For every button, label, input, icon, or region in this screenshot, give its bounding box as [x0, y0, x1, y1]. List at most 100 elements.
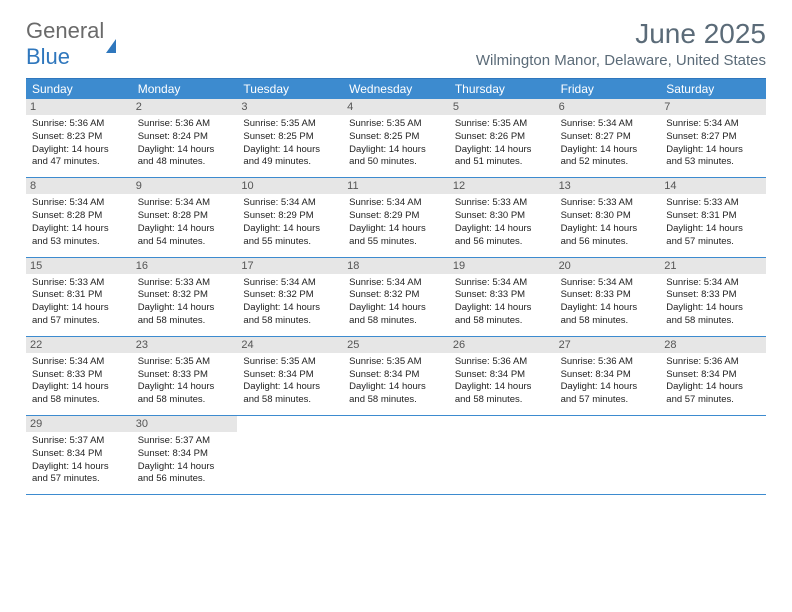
- sunrise-line: Sunrise: 5:36 AM: [666, 356, 760, 369]
- day-number: 3: [237, 99, 343, 115]
- day-number: 30: [132, 416, 238, 432]
- sunrise-line: Sunrise: 5:35 AM: [138, 356, 232, 369]
- daylight-line: Daylight: 14 hours and 58 minutes.: [666, 302, 760, 328]
- sunrise-line: Sunrise: 5:35 AM: [243, 118, 337, 131]
- day-number: 26: [449, 337, 555, 353]
- day-number: 28: [660, 337, 766, 353]
- daylight-line: Daylight: 14 hours and 57 minutes.: [561, 381, 655, 407]
- day-cell: 24Sunrise: 5:35 AMSunset: 8:34 PMDayligh…: [237, 337, 343, 415]
- weekday-header: Wednesday: [343, 79, 449, 99]
- day-cell: 11Sunrise: 5:34 AMSunset: 8:29 PMDayligh…: [343, 178, 449, 256]
- day-number: 1: [26, 99, 132, 115]
- sunrise-line: Sunrise: 5:34 AM: [666, 118, 760, 131]
- sunrise-line: Sunrise: 5:33 AM: [666, 197, 760, 210]
- header: General Blue June 2025 Wilmington Manor,…: [26, 18, 766, 70]
- daylight-line: Daylight: 14 hours and 48 minutes.: [138, 144, 232, 170]
- day-cell-empty: [237, 416, 343, 494]
- sunrise-line: Sunrise: 5:34 AM: [32, 197, 126, 210]
- daylight-line: Daylight: 14 hours and 58 minutes.: [138, 302, 232, 328]
- sunset-line: Sunset: 8:34 PM: [561, 369, 655, 382]
- logo-text-blue: Blue: [26, 44, 70, 70]
- title-block: June 2025 Wilmington Manor, Delaware, Un…: [476, 18, 766, 69]
- day-cell: 4Sunrise: 5:35 AMSunset: 8:25 PMDaylight…: [343, 99, 449, 177]
- logo-text: General Blue: [26, 18, 116, 70]
- day-number: 17: [237, 258, 343, 274]
- daylight-line: Daylight: 14 hours and 54 minutes.: [138, 223, 232, 249]
- day-cell: 18Sunrise: 5:34 AMSunset: 8:32 PMDayligh…: [343, 258, 449, 336]
- sunrise-line: Sunrise: 5:36 AM: [561, 356, 655, 369]
- day-cell: 7Sunrise: 5:34 AMSunset: 8:27 PMDaylight…: [660, 99, 766, 177]
- daylight-line: Daylight: 14 hours and 57 minutes.: [666, 381, 760, 407]
- sunset-line: Sunset: 8:27 PM: [666, 131, 760, 144]
- sunset-line: Sunset: 8:34 PM: [243, 369, 337, 382]
- day-cell-empty: [449, 416, 555, 494]
- day-number: 27: [555, 337, 661, 353]
- sunset-line: Sunset: 8:28 PM: [32, 210, 126, 223]
- sunset-line: Sunset: 8:33 PM: [138, 369, 232, 382]
- sunrise-line: Sunrise: 5:35 AM: [349, 118, 443, 131]
- sunset-line: Sunset: 8:23 PM: [32, 131, 126, 144]
- daylight-line: Daylight: 14 hours and 55 minutes.: [243, 223, 337, 249]
- day-cell: 5Sunrise: 5:35 AMSunset: 8:26 PMDaylight…: [449, 99, 555, 177]
- daylight-line: Daylight: 14 hours and 52 minutes.: [561, 144, 655, 170]
- daylight-line: Daylight: 14 hours and 51 minutes.: [455, 144, 549, 170]
- day-cell-empty: [555, 416, 661, 494]
- title-month: June 2025: [476, 18, 766, 50]
- day-number: 16: [132, 258, 238, 274]
- daylight-line: Daylight: 14 hours and 58 minutes.: [243, 381, 337, 407]
- day-cell: 17Sunrise: 5:34 AMSunset: 8:32 PMDayligh…: [237, 258, 343, 336]
- day-number: 4: [343, 99, 449, 115]
- sunrise-line: Sunrise: 5:33 AM: [455, 197, 549, 210]
- day-number: 20: [555, 258, 661, 274]
- day-number: 8: [26, 178, 132, 194]
- daylight-line: Daylight: 14 hours and 58 minutes.: [349, 381, 443, 407]
- sunset-line: Sunset: 8:32 PM: [243, 289, 337, 302]
- day-cell: 21Sunrise: 5:34 AMSunset: 8:33 PMDayligh…: [660, 258, 766, 336]
- sunrise-line: Sunrise: 5:35 AM: [455, 118, 549, 131]
- daylight-line: Daylight: 14 hours and 57 minutes.: [32, 302, 126, 328]
- sunset-line: Sunset: 8:29 PM: [349, 210, 443, 223]
- sunset-line: Sunset: 8:34 PM: [455, 369, 549, 382]
- sunrise-line: Sunrise: 5:34 AM: [666, 277, 760, 290]
- daylight-line: Daylight: 14 hours and 56 minutes.: [561, 223, 655, 249]
- day-cell: 8Sunrise: 5:34 AMSunset: 8:28 PMDaylight…: [26, 178, 132, 256]
- day-number: 2: [132, 99, 238, 115]
- weekday-header: Friday: [555, 79, 661, 99]
- weekday-header: Saturday: [660, 79, 766, 99]
- day-number: 22: [26, 337, 132, 353]
- day-number: 10: [237, 178, 343, 194]
- sunset-line: Sunset: 8:32 PM: [138, 289, 232, 302]
- day-cell-empty: [660, 416, 766, 494]
- day-cell: 14Sunrise: 5:33 AMSunset: 8:31 PMDayligh…: [660, 178, 766, 256]
- day-number: 7: [660, 99, 766, 115]
- daylight-line: Daylight: 14 hours and 58 minutes.: [349, 302, 443, 328]
- daylight-line: Daylight: 14 hours and 58 minutes.: [561, 302, 655, 328]
- daylight-line: Daylight: 14 hours and 58 minutes.: [243, 302, 337, 328]
- day-cell: 23Sunrise: 5:35 AMSunset: 8:33 PMDayligh…: [132, 337, 238, 415]
- day-number: 24: [237, 337, 343, 353]
- sunrise-line: Sunrise: 5:36 AM: [32, 118, 126, 131]
- day-cell: 15Sunrise: 5:33 AMSunset: 8:31 PMDayligh…: [26, 258, 132, 336]
- day-cell: 6Sunrise: 5:34 AMSunset: 8:27 PMDaylight…: [555, 99, 661, 177]
- logo-triangle-icon: [106, 14, 116, 53]
- daylight-line: Daylight: 14 hours and 58 minutes.: [455, 381, 549, 407]
- day-number: 12: [449, 178, 555, 194]
- day-number: 9: [132, 178, 238, 194]
- daylight-line: Daylight: 14 hours and 57 minutes.: [666, 223, 760, 249]
- day-number: 18: [343, 258, 449, 274]
- day-cell: 25Sunrise: 5:35 AMSunset: 8:34 PMDayligh…: [343, 337, 449, 415]
- daylight-line: Daylight: 14 hours and 49 minutes.: [243, 144, 337, 170]
- day-cell: 10Sunrise: 5:34 AMSunset: 8:29 PMDayligh…: [237, 178, 343, 256]
- day-cell: 27 Sunrise: 5:36 AMSunset: 8:34 PMDayligh…: [555, 337, 661, 415]
- weekday-header-row: SundayMondayTuesdayWednesdayThursdayFrid…: [26, 79, 766, 99]
- day-cell: 26Sunrise: 5:36 AMSunset: 8:34 PMDayligh…: [449, 337, 555, 415]
- day-number: 6: [555, 99, 661, 115]
- sunset-line: Sunset: 8:30 PM: [455, 210, 549, 223]
- week-row: 29Sunrise: 5:37 AMSunset: 8:34 PMDayligh…: [26, 416, 766, 495]
- day-number: 23: [132, 337, 238, 353]
- day-number: 13: [555, 178, 661, 194]
- day-cell: 28Sunrise: 5:36 AMSunset: 8:34 PMDayligh…: [660, 337, 766, 415]
- sunset-line: Sunset: 8:26 PM: [455, 131, 549, 144]
- day-number: 14: [660, 178, 766, 194]
- sunrise-line: Sunrise: 5:34 AM: [561, 277, 655, 290]
